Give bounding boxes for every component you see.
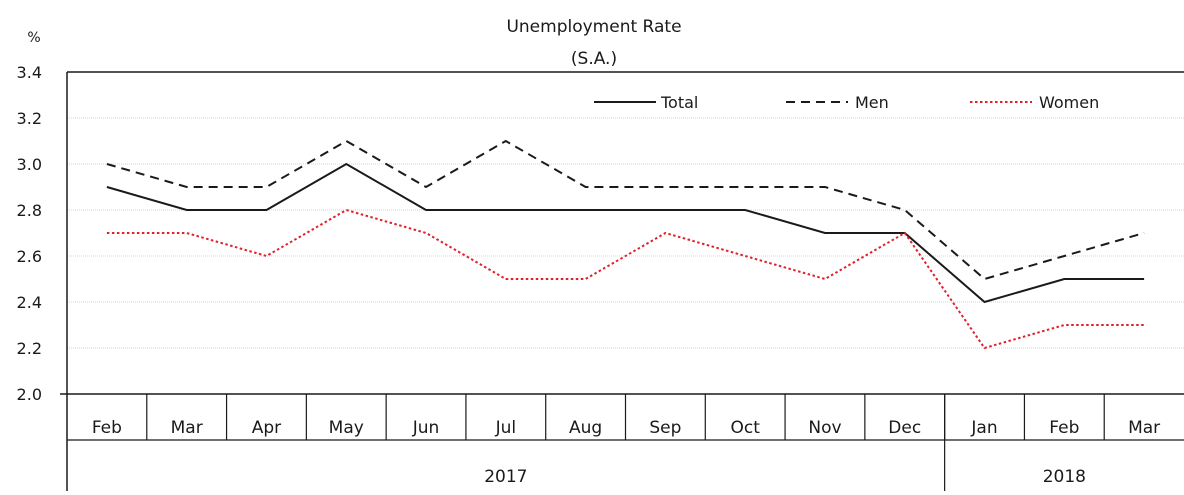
chart-subtitle: (S.A.) <box>571 49 617 69</box>
series-lines <box>106 139 1145 350</box>
y-tick-labels: 2.0 2.2 2.4 2.6 2.8 3.0 3.2 3.4 <box>17 63 42 404</box>
y-tick-label: 2.8 <box>17 201 42 220</box>
legend-label-total: Total <box>660 93 698 112</box>
x-category-label: Jul <box>495 418 517 438</box>
axes <box>60 71 1184 491</box>
year-group-label: 2018 <box>1043 467 1086 487</box>
x-category-label: Oct <box>730 418 760 438</box>
legend-label-women: Women <box>1039 93 1099 112</box>
legend-label-men: Men <box>855 93 889 112</box>
x-category-label: Nov <box>808 418 841 438</box>
y-tick-label: 2.6 <box>17 247 42 266</box>
x-category-label: Mar <box>171 418 203 438</box>
x-category-label: Dec <box>888 418 921 438</box>
x-category-label: Jun <box>412 418 440 438</box>
x-category-labels: Feb Mar Apr May Jun Jul Aug Sep Oct Nov Dec Jan Feb M… <box>92 418 1160 487</box>
y-tick-label: 2.0 <box>17 385 42 404</box>
series-line-men <box>106 139 1145 281</box>
y-axis-unit-label: % <box>27 30 40 46</box>
y-tick-label: 2.4 <box>17 293 42 312</box>
y-tick-label: 3.2 <box>17 109 42 128</box>
x-category-label: Sep <box>649 418 681 438</box>
y-tick-label: 3.4 <box>17 63 42 82</box>
y-tick-label: 2.2 <box>17 339 42 358</box>
x-category-label: Mar <box>1128 418 1160 438</box>
chart-title: Unemployment Rate <box>506 17 681 37</box>
x-category-label: Apr <box>252 418 281 438</box>
x-category-label: Feb <box>1049 418 1079 438</box>
year-group-label: 2017 <box>484 467 527 487</box>
x-category-label: May <box>329 418 364 438</box>
legend: Total Men Women <box>594 93 1099 112</box>
x-category-label: Feb <box>92 418 122 438</box>
series-line-total <box>106 162 1145 304</box>
y-tick-label: 3.0 <box>17 155 42 174</box>
x-category-label: Aug <box>569 418 602 438</box>
x-category-label: Jan <box>970 418 997 438</box>
series-line-women <box>106 208 1145 350</box>
